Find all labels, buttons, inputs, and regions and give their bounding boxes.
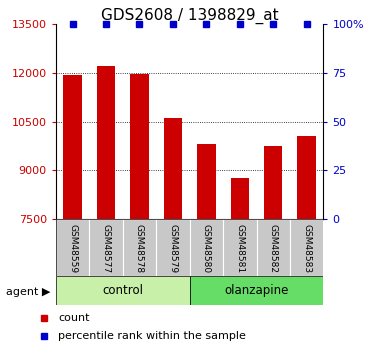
Bar (290, 219, 323, 276)
Bar (231, 178, 249, 219)
Bar (97, 66, 115, 219)
Bar (64, 75, 82, 219)
Text: GSM48580: GSM48580 (202, 224, 211, 273)
Bar (189, 219, 223, 276)
Text: count: count (58, 314, 89, 323)
Text: GSM48577: GSM48577 (102, 224, 110, 273)
Bar (298, 136, 316, 219)
Title: GDS2608 / 1398829_at: GDS2608 / 1398829_at (101, 8, 278, 24)
Text: olanzapine: olanzapine (224, 284, 289, 297)
Text: GSM48578: GSM48578 (135, 224, 144, 273)
Bar (256, 219, 290, 276)
Bar (156, 219, 189, 276)
Text: GSM48583: GSM48583 (302, 224, 311, 273)
Bar (56, 219, 89, 276)
Bar (56, 276, 189, 305)
Text: agent ▶: agent ▶ (6, 287, 50, 296)
Bar (130, 73, 149, 219)
Text: percentile rank within the sample: percentile rank within the sample (58, 331, 246, 341)
Bar (164, 118, 182, 219)
Text: GSM48582: GSM48582 (269, 224, 278, 273)
Text: GSM48559: GSM48559 (68, 224, 77, 273)
Text: control: control (102, 284, 143, 297)
Bar (197, 144, 216, 219)
Bar (264, 146, 283, 219)
Bar (89, 219, 123, 276)
Text: GSM48579: GSM48579 (168, 224, 177, 273)
Text: GSM48581: GSM48581 (235, 224, 244, 273)
Bar (123, 219, 156, 276)
Bar (223, 219, 256, 276)
Bar (189, 276, 323, 305)
